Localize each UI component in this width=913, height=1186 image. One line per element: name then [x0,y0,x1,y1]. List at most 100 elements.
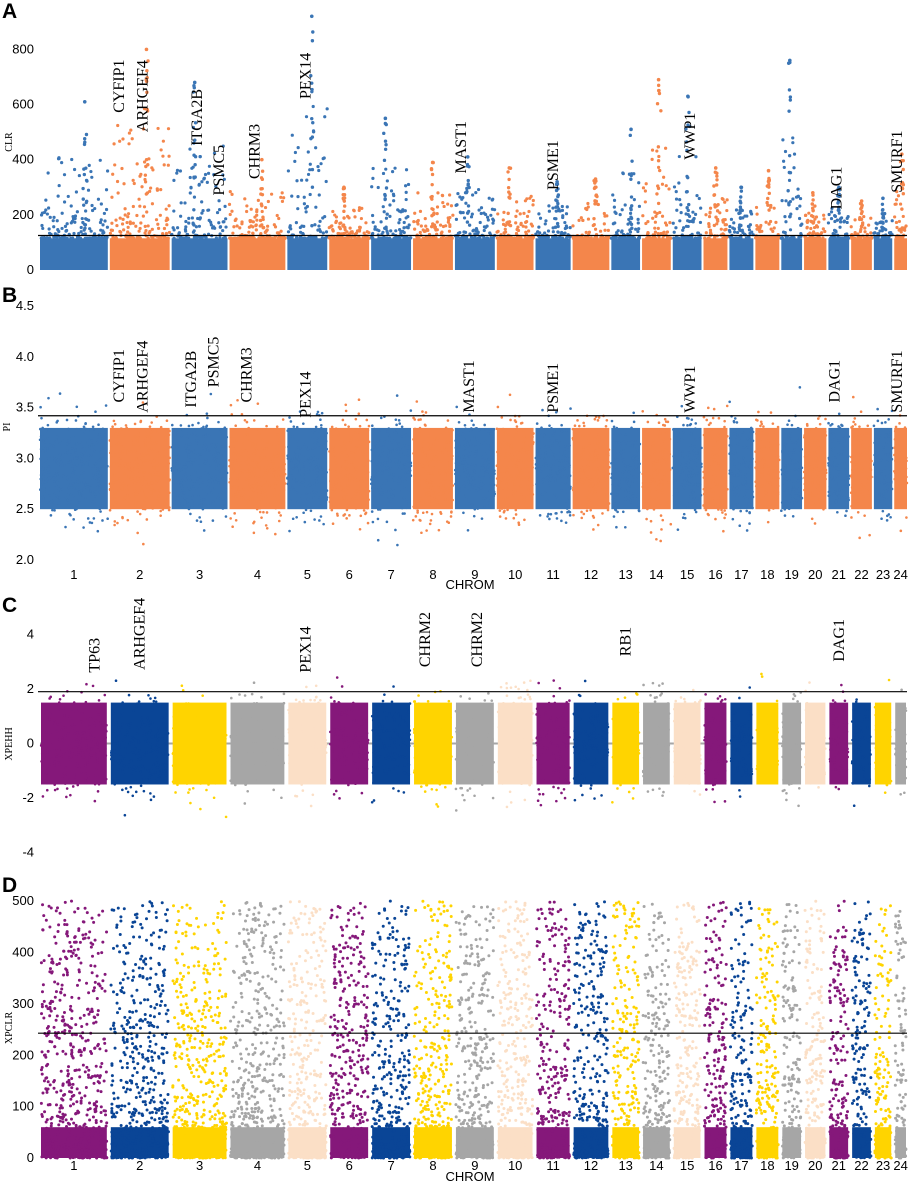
data-point [548,517,551,521]
data-point [174,482,178,486]
data-point [376,538,380,542]
data-point [360,206,364,210]
data-point [348,501,351,505]
data-point [335,235,339,240]
chrom-band-22 [851,238,872,270]
data-point [201,209,205,213]
data-point [223,426,227,429]
data-point [194,471,197,474]
data-point [243,434,247,438]
data-point [78,490,81,494]
data-point [876,232,881,236]
data-point [363,462,366,466]
data-point [650,157,654,162]
data-point [420,434,424,437]
data-point [468,455,471,458]
data-point [142,492,145,496]
data-point [560,489,563,492]
data-point [200,180,204,184]
data-point [205,445,208,449]
data-point [294,221,298,225]
data-point [565,205,569,209]
data-point [887,231,892,235]
data-point [433,236,437,240]
data-point [311,436,315,439]
data-point [56,194,60,198]
data-point [674,197,679,201]
data-point [547,512,550,516]
data-point [404,168,409,172]
data-point [147,449,150,452]
data-point [534,463,538,466]
data-point [296,440,300,443]
data-point [78,236,83,240]
data-point [258,475,261,478]
data-point [242,487,246,491]
data-point [424,224,428,228]
data-point [449,515,453,518]
data-point [587,498,590,501]
data-point [200,200,204,204]
data-point [286,454,289,458]
data-point [470,427,473,430]
data-point [280,191,284,195]
data-point [571,224,575,228]
data-point [204,425,208,429]
data-point [371,176,375,180]
data-point [774,220,778,224]
data-point [84,209,88,213]
data-point [249,498,252,501]
data-point [62,475,65,478]
data-point [308,192,312,197]
data-point [466,467,470,470]
data-point [897,219,901,224]
data-point [235,495,239,498]
data-point [180,484,183,487]
chrom-band-2 [109,427,170,510]
data-point [259,202,264,206]
data-point [122,182,126,186]
data-point [586,475,590,478]
data-point [221,228,225,233]
data-point [345,454,349,458]
data-point [126,518,130,522]
gene-label: DAG1 [829,167,846,210]
data-point [592,216,596,221]
data-point [440,459,443,463]
data-point [69,453,73,456]
data-point [260,223,264,227]
data-point [431,222,435,226]
data-point [424,411,428,414]
data-point [292,425,296,428]
data-point [317,496,321,499]
data-point [171,226,175,230]
data-point [603,214,607,218]
data-point [319,515,323,518]
data-point [761,236,765,240]
data-point [656,83,661,88]
data-point [370,475,374,479]
data-point [388,473,391,476]
data-point [448,487,452,490]
data-point [416,454,419,457]
data-point [406,454,410,457]
data-point [90,521,94,525]
data-point [172,209,176,213]
data-point [593,437,597,441]
data-point [256,198,260,202]
panel-b: B PI 2.02.53.03.54.04.5 1 2 3 4 5 6 7 8 9 10 11 12 1… [2,284,909,592]
data-point [72,486,76,490]
data-point [175,462,179,465]
data-point [582,471,585,475]
data-point [115,504,118,508]
data-point [596,419,600,422]
data-point [69,513,72,517]
data-point [162,448,165,451]
data-point [344,466,347,469]
data-point [594,490,597,493]
data-point [200,453,203,456]
data-point [338,445,342,449]
data-point [296,146,300,150]
y-tick-label: 200 [12,207,34,222]
data-point [43,469,47,473]
